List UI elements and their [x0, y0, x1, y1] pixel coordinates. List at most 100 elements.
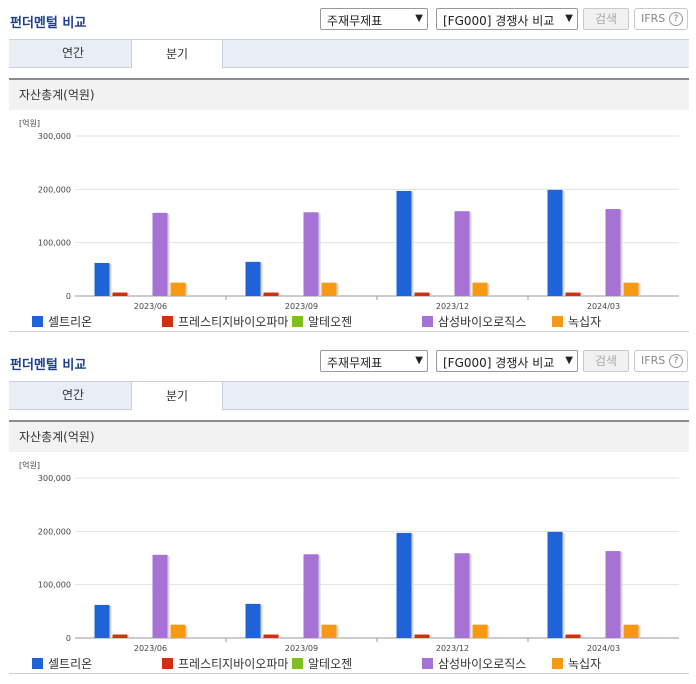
chart-legend: 셀트리온 프레스티지바이오파마 알테오젠 삼성바이오로직스 녹십자 [9, 311, 689, 332]
legend-label: 셀트리온 [48, 657, 93, 671]
legend-item[interactable]: 알테오젠 [292, 655, 352, 672]
legend-label: 알테오젠 [308, 657, 353, 671]
legend-label: 녹십자 [568, 657, 602, 671]
help-icon[interactable]: ? [669, 12, 683, 26]
unit-label: [억원] [19, 460, 40, 470]
y-tick-label: 100,000 [38, 581, 71, 590]
legend-swatch [162, 316, 173, 327]
ifrs-label: IFRS [641, 12, 666, 25]
fundamental-compare-panel-2: 펀더멘털 비교 주재무제표 ▼ [FG000] 경쟁사 비교 ▼ 검색 IFRS… [0, 342, 696, 684]
bar[interactable] [414, 292, 430, 296]
bar[interactable] [170, 282, 186, 296]
period-tabs: 연간 분기 [9, 39, 689, 69]
tab-quarterly[interactable]: 분기 [131, 39, 223, 69]
bar[interactable] [112, 634, 128, 638]
bar[interactable] [454, 211, 470, 296]
compare-select-value: [FG000] 경쟁사 비교 [443, 356, 555, 370]
statement-select-value: 주재무제표 [327, 356, 383, 370]
tab-annual[interactable]: 연간 [61, 388, 85, 402]
bar[interactable] [112, 292, 128, 296]
bar[interactable] [152, 212, 168, 296]
statement-select[interactable]: 주재무제표 ▼ [320, 8, 428, 30]
statement-select[interactable]: 주재무제표 ▼ [320, 350, 428, 372]
legend-item[interactable]: 녹십자 [552, 313, 601, 330]
legend-item[interactable]: 알테오젠 [292, 313, 352, 330]
bar[interactable] [321, 624, 337, 638]
legend-item[interactable]: 녹십자 [552, 655, 601, 672]
legend-swatch [32, 316, 43, 327]
legend-swatch [552, 658, 563, 669]
panel-title: 펀더멘털 비교 [10, 358, 87, 373]
legend-item[interactable]: 삼성바이오로직스 [422, 313, 526, 330]
bar[interactable] [454, 553, 470, 638]
bar[interactable] [152, 554, 168, 638]
search-button[interactable]: 검색 [583, 350, 629, 372]
chevron-down-icon: ▼ [415, 13, 423, 24]
x-tick-label: 2023/06 [134, 302, 167, 310]
legend-swatch [292, 658, 303, 669]
tab-annual[interactable]: 연간 [61, 46, 85, 60]
chevron-down-icon: ▼ [415, 355, 423, 366]
bar[interactable] [321, 282, 337, 296]
bar[interactable] [623, 624, 639, 638]
compare-select-value: [FG000] 경쟁사 비교 [443, 14, 555, 28]
bar[interactable] [472, 624, 488, 638]
bar[interactable] [303, 212, 319, 296]
section-title: 자산총계(억원) [9, 420, 689, 452]
period-tabs: 연간 분기 [9, 381, 689, 411]
x-tick-label: 2023/06 [134, 644, 167, 652]
y-tick-label: 300,000 [38, 132, 71, 141]
section-title: 자산총계(억원) [9, 78, 689, 110]
fundamental-compare-panel-1: 펀더멘털 비교 주재무제표 ▼ [FG000] 경쟁사 비교 ▼ 검색 IFRS… [9, 8, 689, 332]
y-tick-label: 100,000 [38, 239, 71, 248]
bar[interactable] [605, 551, 621, 638]
legend-item[interactable]: 셀트리온 [32, 655, 92, 672]
y-tick-label: 200,000 [38, 185, 71, 194]
legend-label: 녹십자 [568, 315, 602, 329]
legend-swatch [422, 658, 433, 669]
x-tick-label: 2023/12 [436, 302, 469, 310]
bar[interactable] [245, 261, 261, 296]
bar[interactable] [263, 292, 279, 296]
y-tick-label: 200,000 [38, 527, 71, 536]
legend-label: 프레스티지바이오파마 [178, 315, 289, 329]
bar[interactable] [263, 634, 279, 638]
bar[interactable] [94, 262, 110, 296]
bar[interactable] [472, 282, 488, 296]
ifrs-label: IFRS [641, 354, 666, 367]
compare-select[interactable]: [FG000] 경쟁사 비교 ▼ [436, 8, 578, 30]
bar[interactable] [94, 604, 110, 638]
ifrs-button[interactable]: IFRS ? [634, 350, 688, 372]
bar[interactable] [605, 209, 621, 296]
ifrs-button[interactable]: IFRS ? [634, 8, 688, 30]
legend-item[interactable]: 셀트리온 [32, 313, 92, 330]
bar[interactable] [303, 554, 319, 638]
compare-select[interactable]: [FG000] 경쟁사 비교 ▼ [436, 350, 578, 372]
legend-label: 셀트리온 [48, 315, 93, 329]
bar[interactable] [414, 634, 430, 638]
bar[interactable] [547, 531, 563, 638]
legend-swatch [162, 658, 173, 669]
legend-swatch [32, 658, 43, 669]
bar[interactable] [565, 292, 581, 296]
bar[interactable] [547, 189, 563, 296]
bar[interactable] [396, 532, 412, 638]
bar[interactable] [623, 282, 639, 296]
x-tick-label: 2023/09 [285, 644, 318, 652]
bar[interactable] [170, 624, 186, 638]
search-button[interactable]: 검색 [583, 8, 629, 30]
y-tick-label: 0 [66, 634, 71, 643]
legend-item[interactable]: 삼성바이오로직스 [422, 655, 526, 672]
chart-legend: 셀트리온 프레스티지바이오파마 알테오젠 삼성바이오로직스 녹십자 [9, 653, 689, 674]
help-icon[interactable]: ? [669, 354, 683, 368]
bar[interactable] [565, 634, 581, 638]
legend-label: 삼성바이오로직스 [438, 315, 527, 329]
y-tick-label: 300,000 [38, 474, 71, 483]
statement-select-value: 주재무제표 [327, 14, 383, 28]
bar[interactable] [396, 190, 412, 296]
legend-item[interactable]: 프레스티지바이오파마 [162, 655, 294, 672]
tab-quarterly[interactable]: 분기 [131, 381, 223, 411]
x-tick-label: 2024/03 [587, 644, 620, 652]
bar[interactable] [245, 603, 261, 638]
legend-item[interactable]: 프레스티지바이오파마 [162, 313, 294, 330]
